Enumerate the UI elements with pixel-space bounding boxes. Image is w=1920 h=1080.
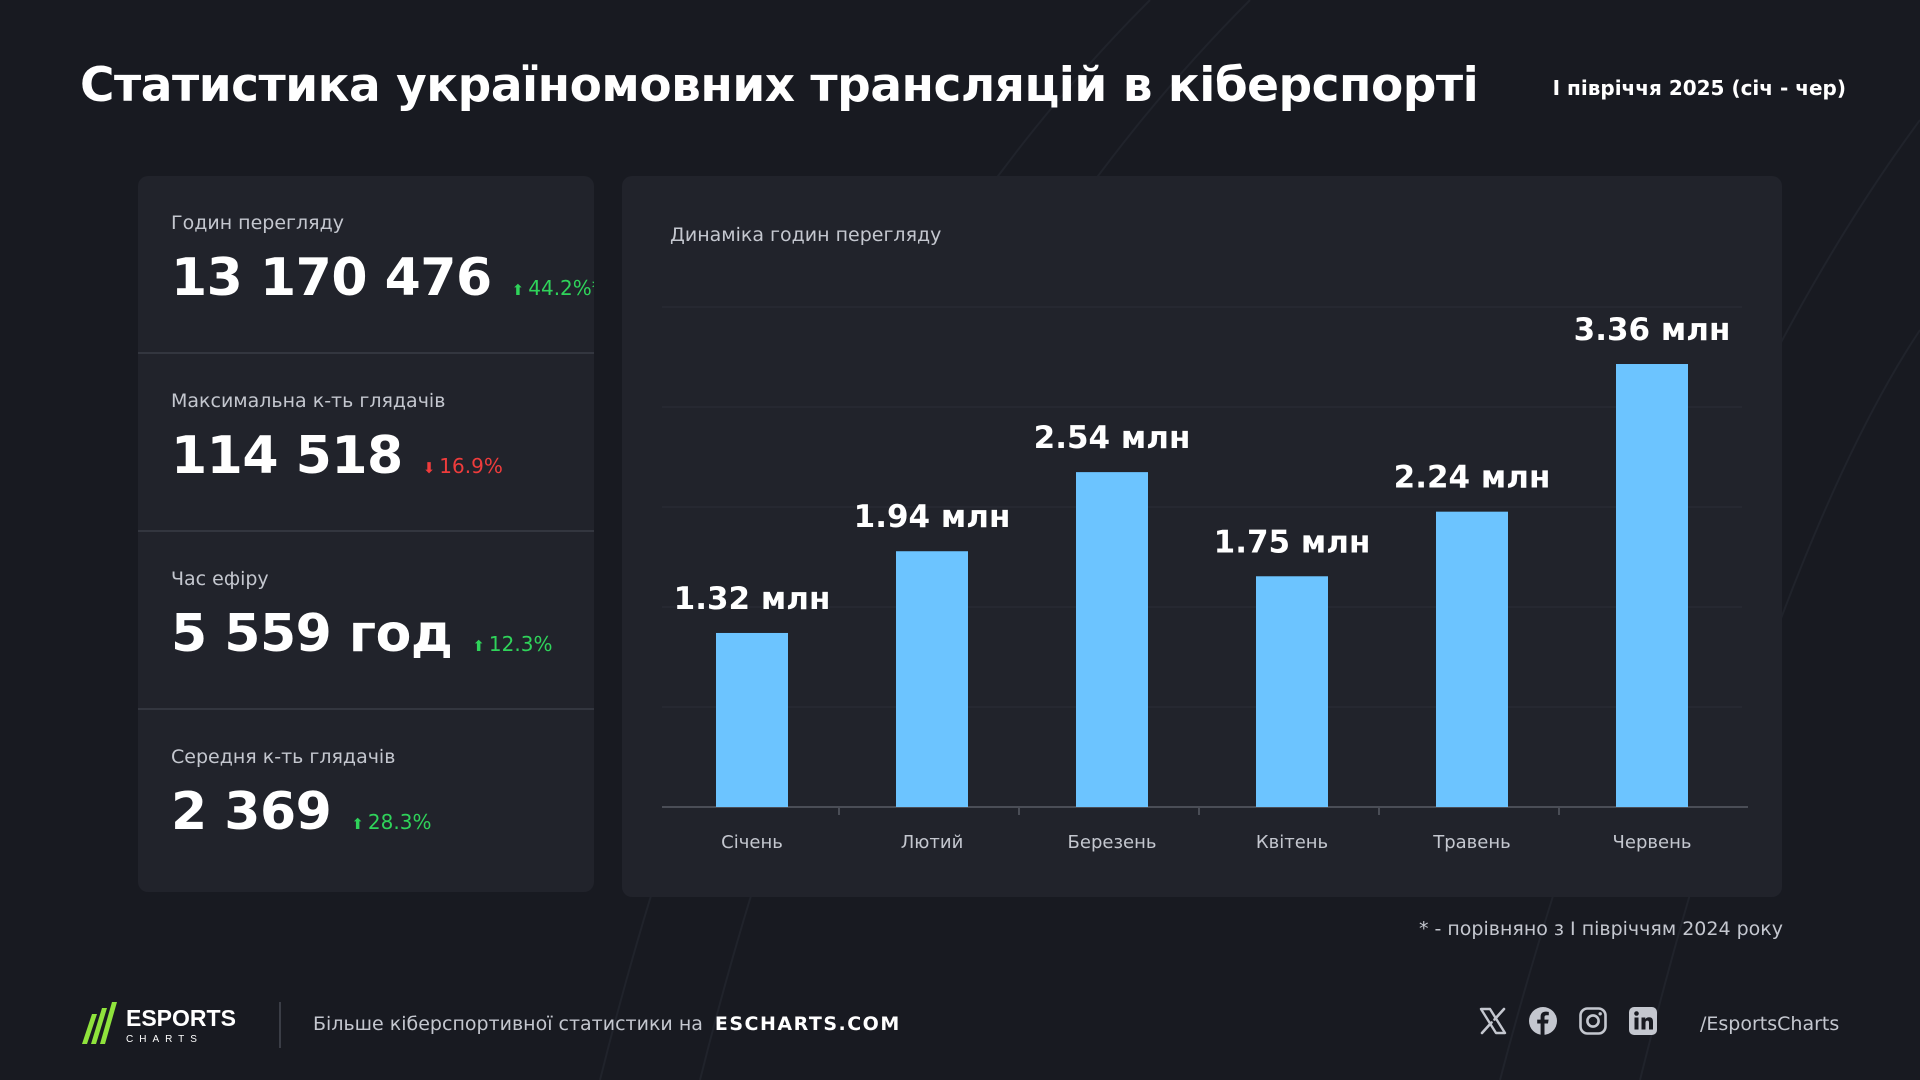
stat-change: ⬆ 28.3% (351, 810, 431, 834)
stat-change: ⬇ 16.9% (423, 454, 503, 478)
data-label: 2.24 млн (1394, 460, 1551, 496)
social-handle[interactable]: /EsportsCharts (1700, 1013, 1840, 1035)
arrow-down-icon: ⬇ (422, 459, 436, 477)
chart-panel: Динаміка годин перегляду 1.32 млн Січень 1… (622, 176, 1782, 897)
stat-peak-viewers: Максимальна к-ть глядачів 114 518 ⬇ 16.9% (138, 354, 594, 532)
facebook-icon[interactable] (1528, 1006, 1558, 1036)
stat-watch-hours: Годин перегляду 13 170 476 ⬆44.2%* (138, 176, 594, 354)
stat-label: Годин перегляду (171, 212, 344, 234)
data-label: 3.36 млн (1574, 312, 1731, 348)
bar (716, 632, 788, 807)
bar-chart: 1.32 млн Січень 1.94 млн Лютий 2.54 млн Берез… (662, 306, 1748, 853)
stat-value: 5 559 год (171, 604, 453, 664)
stat-change-value: 28.3% (367, 810, 432, 834)
stat-change: ⬆ 12.3% (472, 632, 552, 656)
stat-change-value: 12.3% (488, 632, 553, 656)
social-links (1478, 1006, 1658, 1036)
stat-value: 13 170 476 (171, 248, 492, 308)
data-label: 1.94 млн (854, 499, 1011, 535)
x-tick-label: Травень (1432, 832, 1511, 853)
website-link[interactable]: ESCHARTS.COM (714, 1013, 901, 1035)
stats-panel: Годин перегляду 13 170 476 ⬆44.2%* Макси… (138, 176, 594, 892)
logo-subtext: CHARTS (126, 1034, 203, 1045)
stat-change: ⬆44.2%* (512, 276, 594, 300)
x-icon[interactable] (1478, 1006, 1508, 1036)
arrow-up-icon: ⬆ (351, 815, 364, 833)
footnote: * - порівняно з І півріччям 2024 року (1418, 918, 1783, 940)
logo-text: ESPORTS (126, 1005, 236, 1031)
page-title: Статистика україномовних трансляцій в кі… (80, 58, 1479, 113)
stat-label: Час ефіру (171, 568, 269, 590)
arrow-up-icon: ⬆ (511, 281, 525, 299)
x-tick-label: Квітень (1256, 832, 1328, 853)
stat-value: 2 369 (171, 782, 332, 842)
bar (896, 551, 968, 807)
x-tick-label: Лютий (901, 832, 964, 853)
bar (1436, 511, 1508, 807)
footer-divider (279, 1002, 281, 1048)
bar (1076, 472, 1148, 807)
bar (1256, 576, 1328, 807)
chart-title: Динаміка годин перегляду (670, 224, 942, 246)
x-tick-label: Березень (1068, 832, 1157, 853)
stat-label: Середня к-ть глядачів (171, 746, 396, 768)
x-tick-label: Січень (721, 832, 783, 853)
stat-average-viewers: Середня к-ть глядачів 2 369 ⬆ 28.3% (138, 710, 594, 888)
stat-airtime: Час ефіру 5 559 год ⬆ 12.3% (138, 532, 594, 710)
data-label: 1.75 млн (1214, 524, 1371, 560)
esports-charts-logo[interactable]: ESPORTS CHARTS (80, 1000, 250, 1048)
stat-label: Максимальна к-ть глядачів (171, 390, 446, 412)
data-label: 2.54 млн (1034, 420, 1191, 456)
period-label: І півріччя 2025 (січ - чер) (1552, 76, 1846, 100)
stat-change-value: 16.9% (439, 454, 503, 478)
linkedin-icon[interactable] (1628, 1006, 1658, 1036)
x-tick-label: Червень (1613, 832, 1692, 853)
arrow-up-icon: ⬆ (472, 637, 485, 655)
bar (1616, 364, 1688, 807)
promo-text: Більше кіберспортивної статистики на (313, 1013, 703, 1035)
footer-promo: Більше кіберспортивної статистики на ESCH… (313, 1013, 901, 1035)
data-label: 1.32 млн (674, 581, 831, 617)
stat-change-value: 44.2%* (528, 276, 594, 300)
stat-value: 114 518 (171, 426, 403, 486)
instagram-icon[interactable] (1578, 1006, 1608, 1036)
